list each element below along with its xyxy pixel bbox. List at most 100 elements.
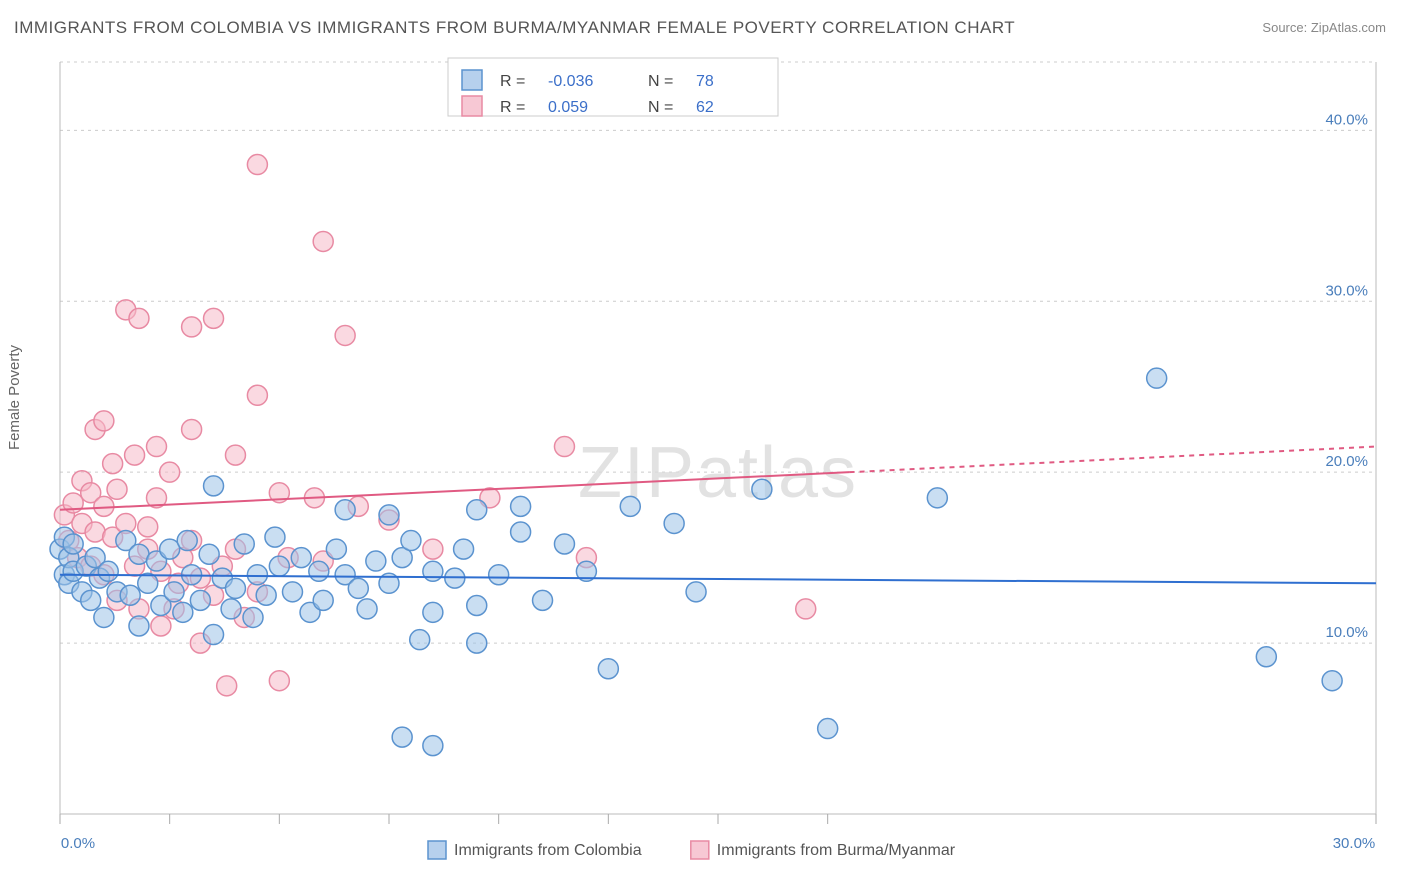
legend-n-value: 78	[696, 73, 714, 90]
legend-r-label: R =	[500, 99, 525, 116]
data-point	[533, 590, 553, 610]
data-point	[379, 505, 399, 525]
legend-r-value: -0.036	[548, 73, 593, 90]
data-point	[265, 527, 285, 547]
data-point	[1256, 647, 1276, 667]
x-tick-label: 0.0%	[61, 835, 95, 852]
data-point	[326, 539, 346, 559]
source-attribution: Source: ZipAtlas.com	[1262, 20, 1386, 35]
data-point	[598, 659, 618, 679]
data-point	[467, 595, 487, 615]
source-link[interactable]: ZipAtlas.com	[1311, 20, 1386, 35]
y-tick-label: 20.0%	[1325, 453, 1368, 470]
data-point	[129, 308, 149, 328]
data-point	[796, 599, 816, 619]
data-point	[221, 599, 241, 619]
data-point	[173, 602, 193, 622]
data-point	[256, 585, 276, 605]
data-point	[120, 585, 140, 605]
data-point	[686, 582, 706, 602]
data-point	[392, 727, 412, 747]
data-point	[752, 479, 772, 499]
data-point	[81, 590, 101, 610]
data-point	[164, 582, 184, 602]
bottom-legend-label: Immigrants from Burma/Myanmar	[717, 842, 956, 859]
bottom-legend-swatch	[691, 841, 709, 859]
legend-swatch	[462, 70, 482, 90]
trend-line-burma-dashed	[850, 447, 1376, 473]
data-point	[98, 561, 118, 581]
data-point	[147, 437, 167, 457]
data-point	[234, 534, 254, 554]
data-point	[177, 531, 197, 551]
data-point	[94, 411, 114, 431]
data-point	[348, 578, 368, 598]
data-point	[489, 565, 509, 585]
data-point	[335, 325, 355, 345]
data-point	[125, 445, 145, 465]
y-tick-label: 40.0%	[1325, 111, 1368, 128]
data-point	[63, 534, 83, 554]
data-point	[269, 671, 289, 691]
data-point	[554, 437, 574, 457]
data-point	[927, 488, 947, 508]
data-point	[401, 531, 421, 551]
source-label: Source:	[1262, 20, 1307, 35]
data-point	[182, 419, 202, 439]
data-point	[282, 582, 302, 602]
legend-r-label: R =	[500, 73, 525, 90]
data-point	[1147, 368, 1167, 388]
data-point	[423, 561, 443, 581]
data-point	[160, 462, 180, 482]
data-point	[664, 513, 684, 533]
y-tick-label: 10.0%	[1325, 624, 1368, 641]
data-point	[1322, 671, 1342, 691]
legend-n-value: 62	[696, 99, 714, 116]
data-point	[467, 500, 487, 520]
data-point	[335, 500, 355, 520]
data-point	[313, 231, 333, 251]
data-point	[620, 496, 640, 516]
data-point	[217, 676, 237, 696]
legend-box	[448, 58, 778, 116]
data-point	[225, 578, 245, 598]
data-point	[138, 517, 158, 537]
data-point	[357, 599, 377, 619]
bottom-legend-swatch	[428, 841, 446, 859]
data-point	[103, 454, 123, 474]
data-point	[204, 308, 224, 328]
data-point	[313, 590, 333, 610]
data-point	[454, 539, 474, 559]
data-point	[243, 607, 263, 627]
data-point	[309, 561, 329, 581]
data-point	[151, 616, 171, 636]
data-point	[423, 539, 443, 559]
y-tick-label: 30.0%	[1325, 282, 1368, 299]
data-point	[423, 736, 443, 756]
data-point	[107, 479, 127, 499]
data-point	[423, 602, 443, 622]
data-point	[225, 445, 245, 465]
legend-n-label: N =	[648, 99, 673, 116]
data-point	[511, 522, 531, 542]
data-point	[94, 607, 114, 627]
data-point	[818, 719, 838, 739]
data-point	[247, 565, 267, 585]
data-point	[199, 544, 219, 564]
data-point	[467, 633, 487, 653]
data-point	[204, 476, 224, 496]
bottom-legend-label: Immigrants from Colombia	[454, 842, 642, 859]
data-point	[247, 385, 267, 405]
data-point	[204, 625, 224, 645]
data-point	[291, 548, 311, 568]
legend-n-label: N =	[648, 73, 673, 90]
data-point	[247, 155, 267, 175]
data-point	[554, 534, 574, 554]
x-tick-label: 30.0%	[1333, 835, 1376, 852]
data-point	[129, 616, 149, 636]
data-point	[511, 496, 531, 516]
data-point	[366, 551, 386, 571]
data-point	[190, 590, 210, 610]
scatter-chart: 10.0%20.0%30.0%40.0%ZIPatlas0.0%30.0%R =…	[48, 50, 1388, 840]
data-point	[182, 317, 202, 337]
